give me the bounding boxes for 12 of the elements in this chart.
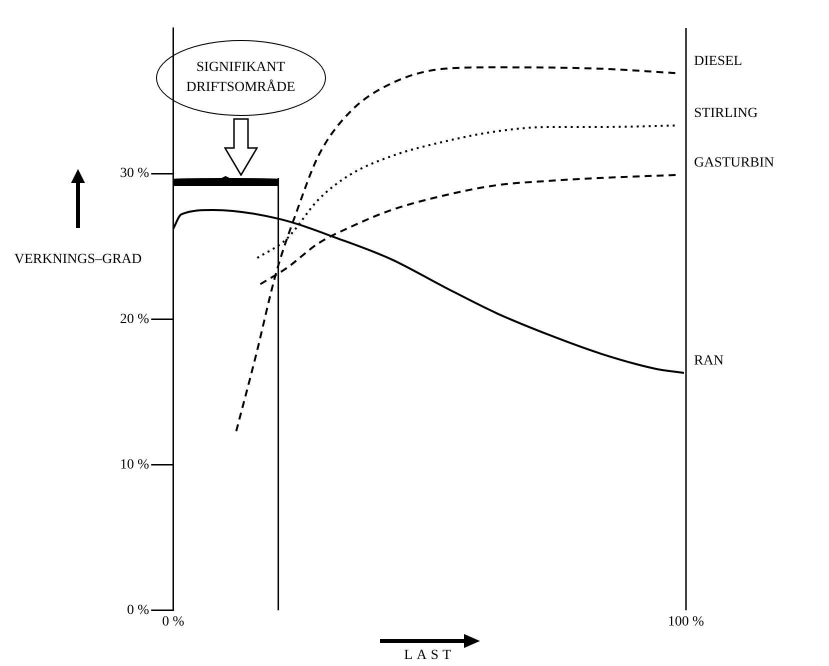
annotation: SIGNIFIKANT DRIFTSOMRÅDE — [156, 40, 326, 116]
y-tick-label: 30 % — [120, 166, 150, 182]
y-tick-label: 0 % — [126, 602, 150, 618]
series-label: RAN — [694, 354, 724, 369]
x-tick-label: 100 % — [668, 614, 704, 630]
y-axis-title: VERKNINGS–GRAD — [13, 251, 143, 270]
y-tick-label: 10 % — [120, 457, 150, 472]
x-axis-title: LAST — [403, 648, 456, 664]
series-label: STIRLING — [694, 106, 758, 122]
y-tick-label: 20 % — [120, 312, 150, 327]
series-label: DIESEL — [694, 54, 742, 69]
series-label: GASTURBIN — [694, 156, 774, 171]
